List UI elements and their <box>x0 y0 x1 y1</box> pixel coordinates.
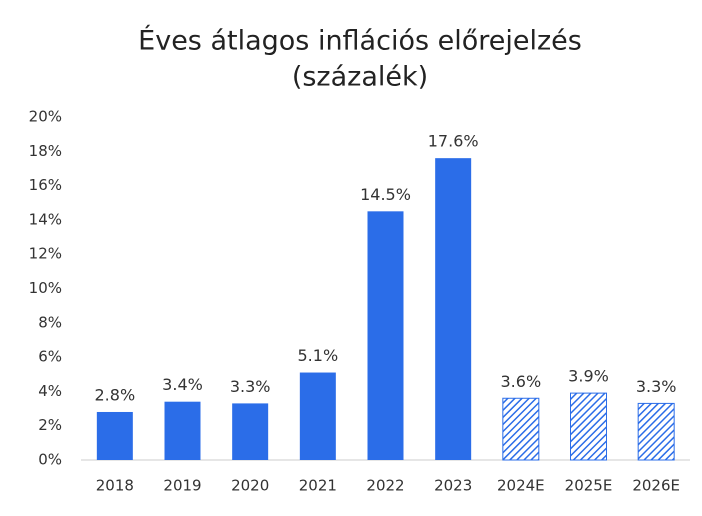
chart-subtitle: (százalék) <box>292 62 428 93</box>
y-tick-label: 10% <box>29 279 62 297</box>
y-tick-label: 6% <box>38 348 62 366</box>
x-tick-label: 2023 <box>434 477 472 495</box>
y-tick-label: 16% <box>29 176 62 194</box>
bar <box>637 402 675 461</box>
value-label: 3.3% <box>230 377 271 396</box>
bar <box>232 403 269 460</box>
chart-title: Éves átlagos inflációs előrejelzés <box>138 25 582 57</box>
y-tick-label: 0% <box>38 451 62 469</box>
value-label: 3.6% <box>501 372 542 391</box>
value-label: 17.6% <box>428 132 479 151</box>
x-tick-label: 2021 <box>299 477 337 495</box>
x-tick-label: 2026E <box>632 477 680 495</box>
bar <box>367 211 404 460</box>
y-tick-label: 8% <box>38 313 62 331</box>
value-label: 3.3% <box>636 377 677 396</box>
bar <box>96 411 133 460</box>
value-label: 2.8% <box>95 385 136 404</box>
x-tick-label: 2024E <box>497 477 545 495</box>
y-tick-label: 18% <box>29 142 62 160</box>
bar <box>570 392 607 461</box>
x-tick-label: 2020 <box>231 477 269 495</box>
x-tick-label: 2025E <box>565 477 613 495</box>
bar <box>435 158 472 460</box>
bar <box>502 397 540 461</box>
value-label: 3.4% <box>162 375 203 394</box>
x-tick-label: 2018 <box>96 477 134 495</box>
y-tick-label: 14% <box>29 210 62 228</box>
value-label: 3.9% <box>568 367 609 386</box>
y-tick-label: 4% <box>38 382 62 400</box>
x-tick-label: 2022 <box>366 477 404 495</box>
y-tick-label: 12% <box>29 245 62 263</box>
y-tick-label: 20% <box>29 108 62 126</box>
value-label: 5.1% <box>298 346 339 365</box>
y-tick-label: 2% <box>38 416 62 434</box>
value-label: 14.5% <box>360 185 411 204</box>
bar <box>164 401 201 460</box>
bar <box>299 372 336 460</box>
x-tick-label: 2019 <box>163 477 201 495</box>
